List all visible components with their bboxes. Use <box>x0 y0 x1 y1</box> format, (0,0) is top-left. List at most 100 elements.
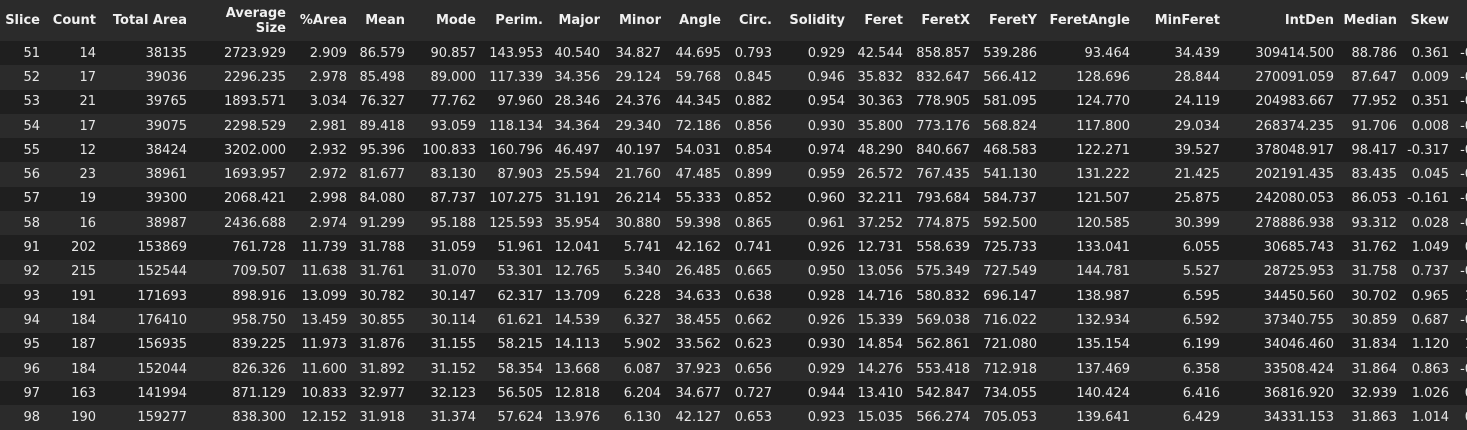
column-header[interactable]: FeretAngle <box>1045 0 1138 41</box>
table-cell: 30.399 <box>1138 211 1228 236</box>
table-cell: 1693.957 <box>195 162 294 187</box>
table-cell: 53 <box>0 89 48 114</box>
table-cell: 0.965 <box>1405 283 1457 309</box>
table-cell: 39036 <box>104 65 195 90</box>
table-cell: 6.429 <box>1138 405 1228 430</box>
table-row[interactable]: 53 21 39765 1893.571 3.034 76.327 77.762 97.960… <box>0 89 1467 114</box>
table-cell: 0.008 <box>1405 113 1457 139</box>
table-cell: 838.300 <box>195 405 294 430</box>
table-cell: 39300 <box>104 186 195 212</box>
table-cell: 0.928 <box>780 283 853 309</box>
column-header[interactable]: Minor <box>608 0 669 41</box>
table-cell: 42.127 <box>669 405 729 430</box>
table-cell: 13.668 <box>551 356 608 382</box>
column-header[interactable]: Total Area <box>104 0 195 41</box>
table-cell: 36816.920 <box>1228 381 1342 406</box>
table-row[interactable]: 97 163 141994 871.129 10.833 32.977 32.123 56.5… <box>0 381 1467 406</box>
table-cell: 6.130 <box>608 405 669 430</box>
table-cell: 100.833 <box>413 138 484 163</box>
table-cell: 25.594 <box>551 162 608 187</box>
table-row[interactable]: 58 16 38987 2436.688 2.974 91.299 95.188 125.59… <box>0 211 1467 236</box>
table-cell: 40.540 <box>551 41 608 66</box>
table-cell: 39765 <box>104 89 195 114</box>
column-header[interactable]: Slice <box>0 0 48 41</box>
table-row[interactable]: 52 17 39036 2296.235 2.978 85.498 89.000 117.33… <box>0 65 1467 90</box>
table-cell: 31.762 <box>1342 235 1405 260</box>
column-header[interactable]: Feret <box>853 0 911 41</box>
column-header[interactable]: Solidity <box>780 0 853 41</box>
column-header[interactable]: FeretY <box>978 0 1045 41</box>
column-header[interactable]: Median <box>1342 0 1405 41</box>
table-cell: 89.000 <box>413 65 484 90</box>
table-cell: 139.641 <box>1045 405 1138 430</box>
table-row[interactable]: 51 14 38135 2723.929 2.909 86.579 90.857 143.95… <box>0 41 1467 66</box>
table-cell: 0.727 <box>729 381 780 406</box>
table-cell: 14.716 <box>853 283 911 309</box>
table-cell: 0.028 <box>1405 211 1457 236</box>
table-cell: 6.204 <box>608 381 669 406</box>
table-cell: -0.707 <box>1457 65 1467 90</box>
table-cell: 90.857 <box>413 41 484 66</box>
table-row[interactable]: 55 12 38424 3202.000 2.932 95.396 100.833 160.7… <box>0 138 1467 163</box>
table-cell: 0.930 <box>780 332 853 357</box>
table-row[interactable]: 93 191 171693 898.916 13.099 30.782 30.147 62.3… <box>0 283 1467 309</box>
table-cell: 11.600 <box>294 356 355 382</box>
table-cell: 1.138 <box>1457 283 1467 309</box>
column-header[interactable]: Average Size <box>195 0 294 41</box>
table-cell: 1.049 <box>1405 235 1457 260</box>
table-cell: 0.009 <box>1405 65 1457 90</box>
table-cell: 215 <box>48 259 104 284</box>
table-cell: 44.345 <box>669 89 729 114</box>
table-row[interactable]: 92 215 152544 709.507 11.638 31.761 31.070 53.3… <box>0 259 1467 284</box>
column-header[interactable]: MinFeret <box>1138 0 1228 41</box>
table-cell: 125.593 <box>484 211 551 236</box>
table-cell: 40.197 <box>608 138 669 163</box>
table-cell: 202191.435 <box>1228 162 1342 187</box>
table-cell: 92 <box>0 259 48 284</box>
table-row[interactable]: 54 17 39075 2298.529 2.981 89.418 93.059 118.13… <box>0 113 1467 139</box>
table-row[interactable]: 94 184 176410 958.750 13.459 30.855 30.114 61.6… <box>0 308 1467 333</box>
table-cell: 32.977 <box>355 381 413 406</box>
table-cell: 21 <box>48 89 104 114</box>
table-cell: 566.274 <box>911 405 978 430</box>
table-cell: 58.215 <box>484 332 551 357</box>
table-cell: 132.934 <box>1045 308 1138 333</box>
column-header[interactable]: FeretX <box>911 0 978 41</box>
table-cell: 14.854 <box>853 332 911 357</box>
table-cell: 38.455 <box>669 308 729 333</box>
column-header[interactable]: Circ. <box>729 0 780 41</box>
table-row[interactable]: 57 19 39300 2068.421 2.998 84.080 87.737 107.27… <box>0 186 1467 212</box>
column-header[interactable]: Angle <box>669 0 729 41</box>
table-row[interactable]: 91 202 153869 761.728 11.739 31.788 31.059 51.9… <box>0 235 1467 260</box>
table-cell: 30.147 <box>413 283 484 309</box>
table-cell: 13.056 <box>853 259 911 284</box>
column-header[interactable]: Mean <box>355 0 413 41</box>
column-header[interactable]: Mode <box>413 0 484 41</box>
column-header[interactable]: IntDen <box>1228 0 1342 41</box>
column-header[interactable]: Major <box>551 0 608 41</box>
column-header[interactable]: Perim. <box>484 0 551 41</box>
table-cell: 34450.560 <box>1228 283 1342 309</box>
table-cell: 15.035 <box>853 405 911 430</box>
column-header[interactable]: Skew <box>1405 0 1457 41</box>
table-cell: 153869 <box>104 235 195 260</box>
column-header[interactable]: Count <box>48 0 104 41</box>
table-cell: 0.944 <box>780 381 853 406</box>
table-cell: 23 <box>48 162 104 187</box>
table-cell: 2.972 <box>294 162 355 187</box>
column-header[interactable]: %Area <box>294 0 355 41</box>
table-row[interactable]: 96 184 152044 826.326 11.600 31.892 31.152 58.3… <box>0 356 1467 382</box>
table-row[interactable]: 98 190 159277 838.300 12.152 31.918 31.374 57.6… <box>0 405 1467 430</box>
table-cell: 57 <box>0 186 48 212</box>
table-cell: 56.505 <box>484 381 551 406</box>
table-cell: 3.034 <box>294 89 355 114</box>
table-row[interactable]: 56 23 38961 1693.957 2.972 81.677 83.130 87.903… <box>0 162 1467 187</box>
table-cell: 97 <box>0 381 48 406</box>
table-cell: 87.647 <box>1342 65 1405 90</box>
table-cell: 93.464 <box>1045 41 1138 66</box>
table-cell: 6.199 <box>1138 332 1228 357</box>
table-row[interactable]: 95 187 156935 839.225 11.973 31.876 31.155 58.2… <box>0 332 1467 357</box>
column-header[interactable]: Kurt <box>1457 0 1467 41</box>
table-cell: 34.827 <box>608 41 669 66</box>
table-cell: 28.844 <box>1138 65 1228 90</box>
